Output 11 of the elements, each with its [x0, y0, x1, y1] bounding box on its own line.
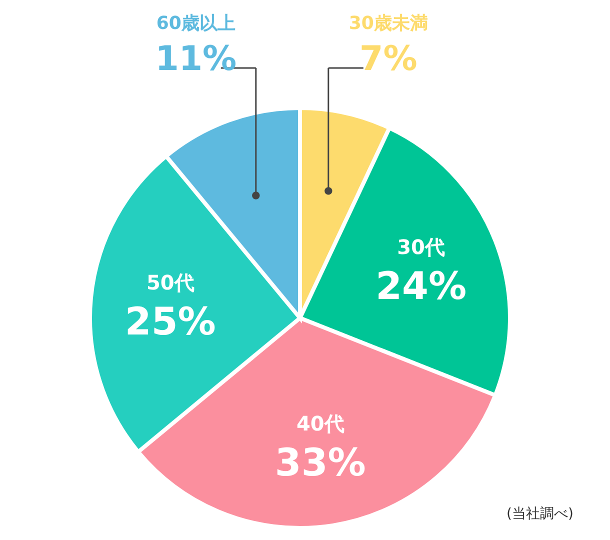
data-label: 7%	[360, 39, 418, 79]
data-label: 25%	[124, 300, 216, 344]
slice-label: 30歳未満	[348, 13, 428, 34]
slice-label: 60歳以上	[156, 13, 236, 34]
slice-label: 30代	[397, 235, 445, 260]
data-label: 11%	[155, 39, 237, 79]
text: (当社調べ)	[506, 506, 574, 522]
slice-label: 40代	[296, 412, 344, 436]
data-label: 24%	[376, 264, 467, 308]
data-label: 33%	[274, 440, 366, 485]
slice-label: 50代	[146, 270, 194, 295]
